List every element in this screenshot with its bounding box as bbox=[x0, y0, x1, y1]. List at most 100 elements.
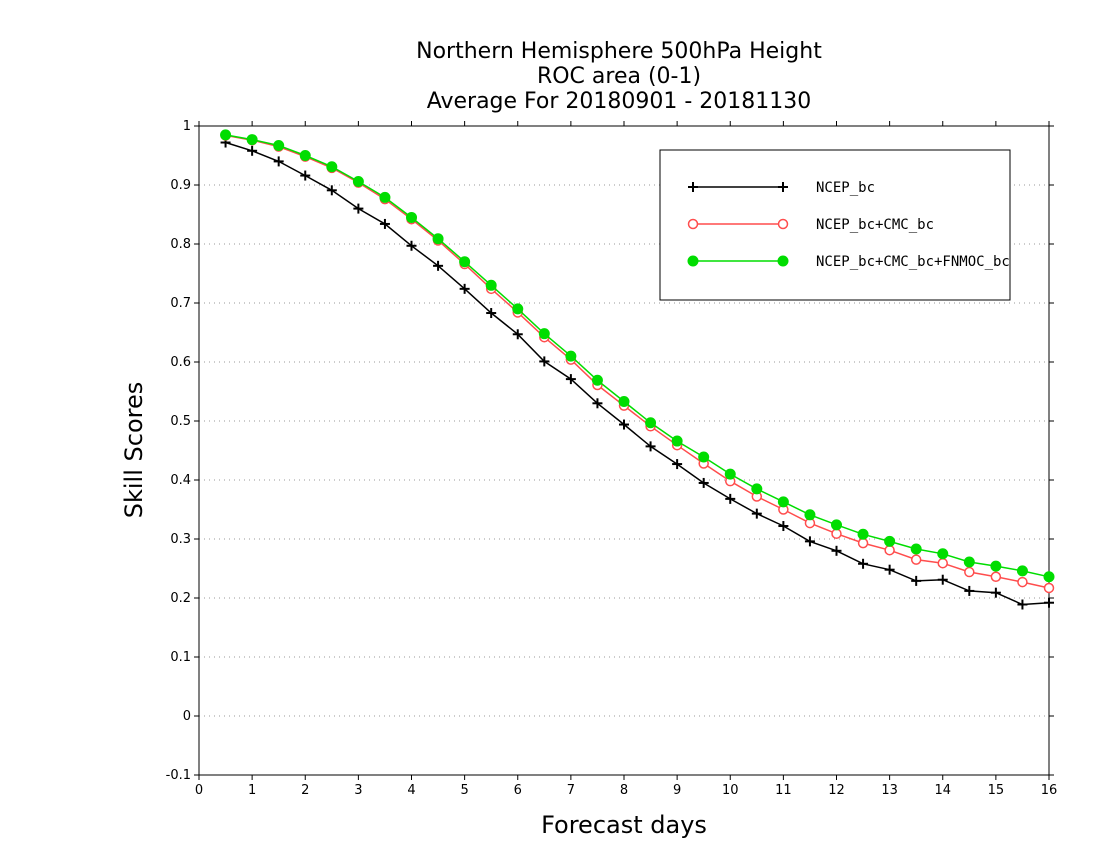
data-point bbox=[618, 396, 630, 408]
x-tick-label: 13 bbox=[881, 783, 898, 798]
data-point bbox=[884, 564, 895, 575]
data-point bbox=[990, 571, 1002, 583]
x-tick-label: 14 bbox=[934, 783, 951, 798]
data-point bbox=[751, 483, 763, 495]
data-point bbox=[645, 417, 657, 429]
data-point bbox=[964, 585, 975, 596]
x-tick-label: 9 bbox=[673, 783, 681, 798]
y-tick-label: 0.3 bbox=[170, 532, 191, 547]
data-point bbox=[273, 139, 285, 151]
y-tick-label: 0.2 bbox=[170, 591, 191, 606]
x-tick-label: 15 bbox=[988, 783, 1005, 798]
series-2 bbox=[220, 129, 1055, 583]
data-point bbox=[619, 419, 629, 430]
data-point bbox=[698, 451, 710, 463]
x-tick-label: 12 bbox=[828, 783, 845, 798]
data-point bbox=[1043, 571, 1055, 583]
data-point bbox=[857, 528, 869, 540]
x-tick-label: 10 bbox=[722, 783, 739, 798]
y-tick-label: -0.1 bbox=[166, 768, 191, 783]
data-point bbox=[937, 548, 949, 560]
data-point bbox=[433, 260, 444, 271]
data-point bbox=[247, 145, 258, 156]
data-point bbox=[831, 528, 842, 539]
data-point bbox=[804, 509, 816, 521]
x-tick-label: 16 bbox=[1041, 783, 1058, 798]
data-point bbox=[911, 575, 922, 586]
y-tick-label: 0.8 bbox=[170, 237, 191, 252]
data-point bbox=[512, 303, 524, 315]
x-tick-label: 2 bbox=[301, 783, 309, 798]
chart-title-line-3: Average For 20180901 - 20181130 bbox=[427, 89, 812, 114]
series-0 bbox=[220, 137, 1054, 610]
legend-item: NCEP_bc bbox=[688, 180, 875, 196]
y-tick-label: 0 bbox=[183, 709, 191, 724]
y-tick-label: 0.4 bbox=[170, 473, 191, 488]
data-point bbox=[1044, 597, 1054, 608]
data-point bbox=[910, 543, 922, 555]
data-point bbox=[326, 161, 338, 173]
x-tick-label: 4 bbox=[407, 783, 415, 798]
data-point bbox=[353, 203, 364, 214]
data-point bbox=[486, 308, 497, 319]
data-point bbox=[459, 283, 470, 294]
data-point bbox=[299, 150, 311, 161]
legend-marker bbox=[777, 255, 789, 267]
legend-marker bbox=[777, 218, 789, 230]
data-point bbox=[884, 544, 895, 556]
data-point bbox=[778, 521, 789, 532]
data-point bbox=[485, 279, 497, 291]
data-point bbox=[831, 545, 842, 556]
data-point bbox=[963, 556, 975, 568]
y-tick-label: 0.1 bbox=[170, 650, 191, 665]
data-point bbox=[990, 560, 1002, 572]
data-point bbox=[1017, 576, 1028, 588]
chart-title-line-2: ROC area (0-1) bbox=[537, 64, 701, 89]
data-point bbox=[565, 350, 577, 362]
x-tick-label: 3 bbox=[354, 783, 362, 798]
data-point bbox=[937, 557, 948, 569]
data-point bbox=[352, 175, 364, 187]
data-point bbox=[512, 329, 523, 340]
axis-ticks: 10.90.80.70.60.50.40.30.20.10-0.10 1 2 3 4 5 6… bbox=[166, 119, 1058, 798]
y-axis-label: Skill Scores bbox=[120, 382, 148, 519]
data-point bbox=[459, 256, 471, 268]
data-point bbox=[884, 535, 896, 547]
data-point bbox=[379, 191, 391, 203]
y-tick-label: 0.6 bbox=[170, 355, 191, 370]
x-tick-label: 5 bbox=[460, 783, 468, 798]
y-tick-label: 0.9 bbox=[170, 178, 191, 193]
data-point bbox=[804, 536, 815, 547]
data-point bbox=[910, 554, 922, 565]
data-point bbox=[592, 398, 603, 409]
legend-label: NCEP_bc+CMC_bc bbox=[816, 217, 934, 233]
data-point bbox=[990, 587, 1001, 598]
data-point bbox=[964, 566, 975, 578]
x-tick-label: 6 bbox=[514, 783, 522, 798]
data-point bbox=[406, 240, 417, 251]
data-point bbox=[246, 134, 258, 146]
data-point bbox=[432, 233, 444, 245]
data-point bbox=[539, 356, 550, 367]
data-point bbox=[300, 170, 311, 181]
x-tick-label: 7 bbox=[567, 783, 575, 798]
x-tick-label: 8 bbox=[620, 783, 628, 798]
y-tick-label: 1 bbox=[183, 119, 191, 134]
chart-title: Northern Hemisphere 500hPa Height ROC ar… bbox=[416, 39, 822, 114]
data-point bbox=[1043, 582, 1055, 594]
data-point bbox=[591, 374, 603, 386]
data-point bbox=[831, 519, 842, 531]
data-point bbox=[698, 477, 709, 488]
data-point bbox=[220, 129, 232, 141]
data-point bbox=[538, 328, 550, 340]
data-point bbox=[1016, 565, 1028, 577]
data-point bbox=[672, 459, 683, 470]
data-point bbox=[273, 156, 284, 167]
data-point bbox=[379, 218, 390, 229]
legend: NCEP_bc NCEP_bc+CMC_bc NCEP_bc+CMC_bc+FNMO… bbox=[659, 149, 1011, 301]
legend-marker bbox=[688, 182, 698, 192]
series-layer bbox=[220, 129, 1055, 610]
y-tick-label: 0.5 bbox=[170, 414, 191, 429]
data-point bbox=[937, 574, 948, 585]
x-tick-label: 1 bbox=[248, 783, 256, 798]
